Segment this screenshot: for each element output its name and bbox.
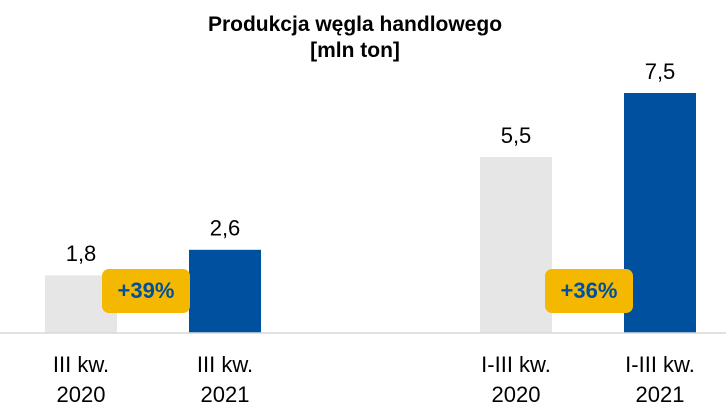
value-label: 2,6 <box>210 216 241 241</box>
x-tick-label: I-III kw. 2021 <box>625 352 695 407</box>
bar <box>480 157 552 333</box>
bar <box>189 249 261 333</box>
bar <box>624 93 696 333</box>
change-badge: +36% <box>545 269 633 313</box>
change-badge: +39% <box>102 269 190 313</box>
x-tick-label: I-III kw. 2020 <box>481 352 551 407</box>
value-label: 5,5 <box>501 123 532 148</box>
value-label: 1,8 <box>66 241 97 266</box>
x-tick-label: III kw. 2020 <box>52 352 110 407</box>
value-label: 7,5 <box>645 59 676 84</box>
chart-title: Produkcja węgla handlowego [mln ton] <box>207 13 503 62</box>
x-tick-label: III kw. 2021 <box>196 352 254 407</box>
